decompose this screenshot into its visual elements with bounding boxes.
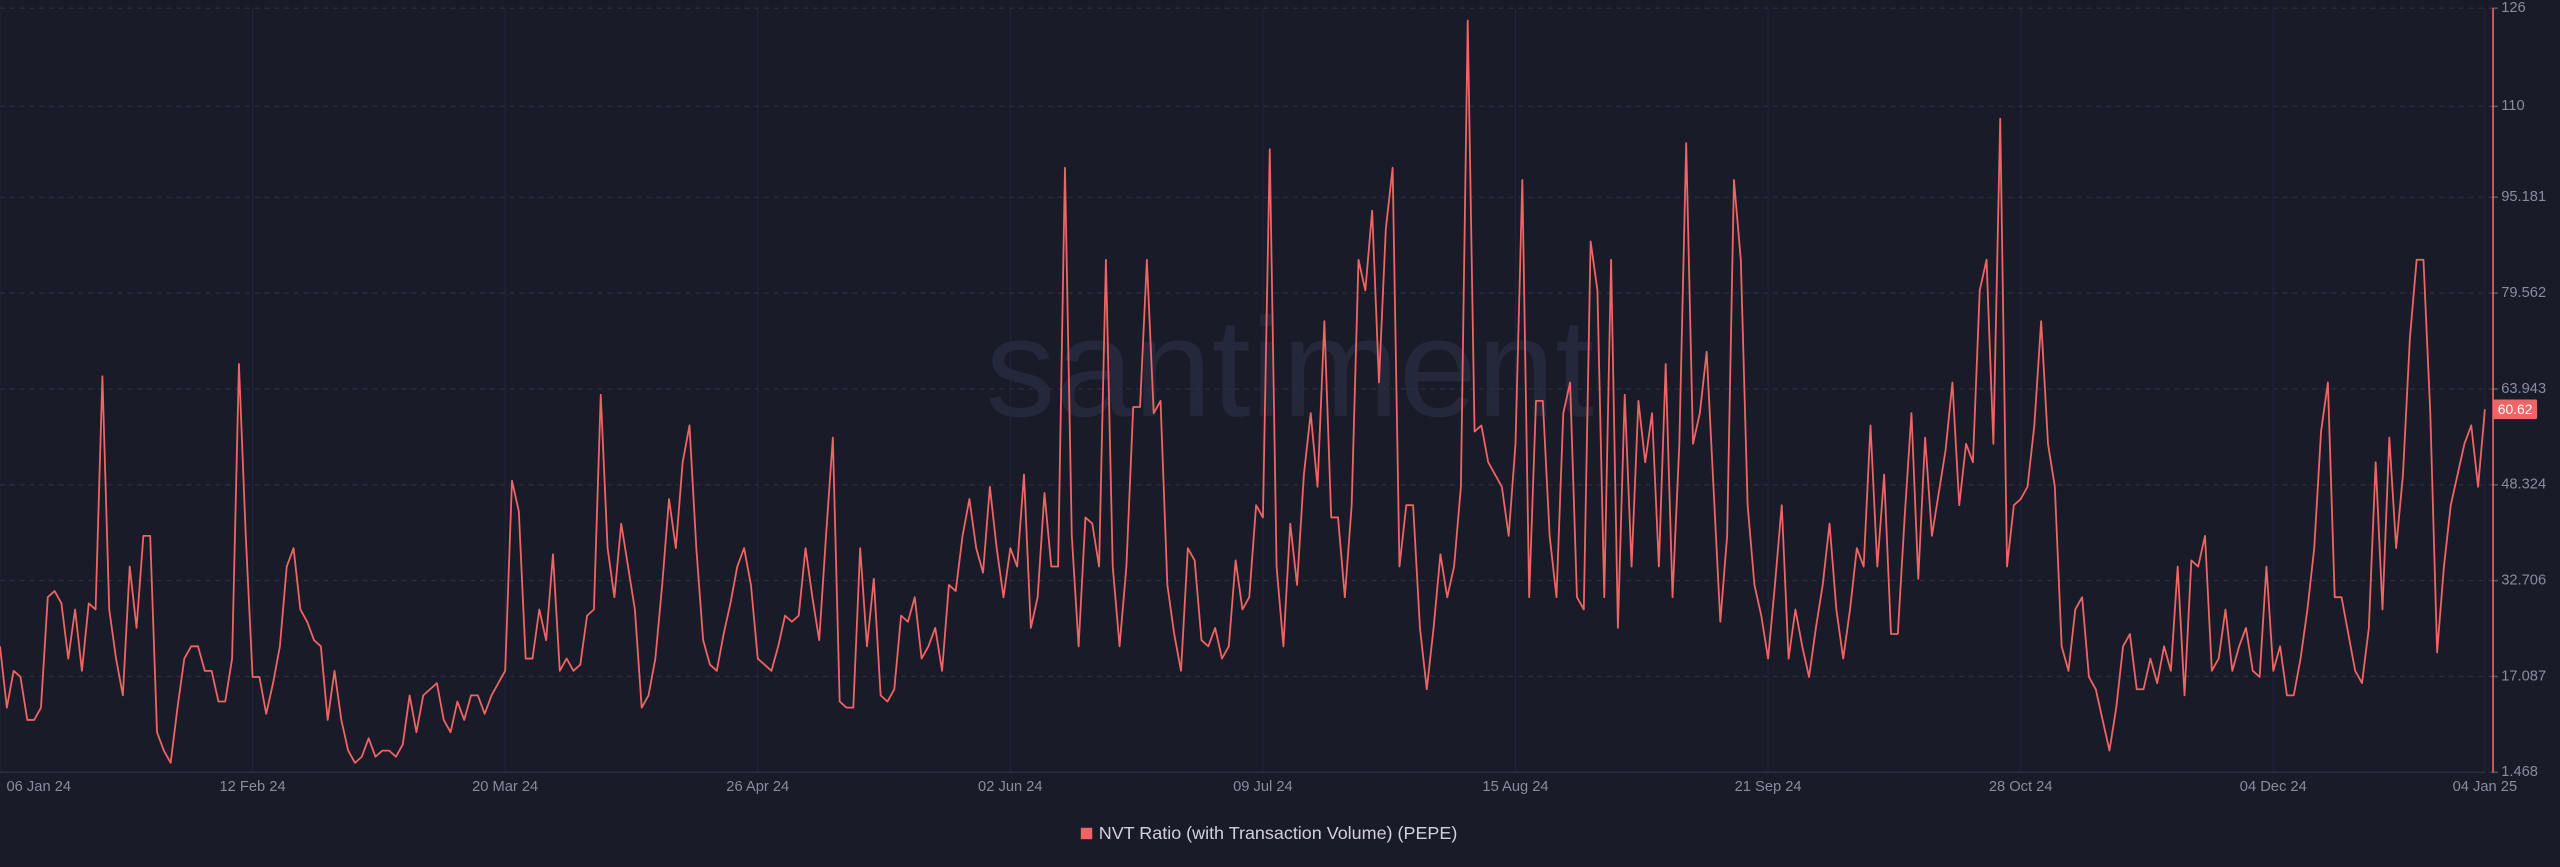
y-tick-label: 126 [2501,0,2526,16]
x-tick-label: 26 Apr 24 [726,779,789,795]
y-tick-label: 17.087 [2501,668,2546,684]
x-tick-label: 06 Jan 24 [7,779,72,795]
x-tick-label: 21 Sep 24 [1735,779,1802,795]
legend-swatch [1080,827,1093,840]
x-tick-label: 20 Mar 24 [472,779,538,795]
y-tick-label: 48.324 [2501,477,2546,493]
y-tick-label: 110 [2501,98,2524,114]
y-tick-label: 1.468 [2501,764,2538,780]
x-tick-label: 04 Jan 25 [2453,779,2518,795]
x-tick-label: 02 Jun 24 [978,779,1043,795]
legend: NVT Ratio (with Transaction Volume) (PEP… [1080,823,1458,843]
watermark: santiment [985,289,1594,446]
last-value-label: 60.62 [2498,401,2533,417]
x-tick-label: 04 Dec 24 [2240,779,2307,795]
x-tick-label: 09 Jul 24 [1233,779,1293,795]
x-tick-label: 15 Aug 24 [1482,779,1548,795]
x-tick-label: 12 Feb 24 [220,779,286,795]
y-tick-label: 32.706 [2501,572,2546,588]
data-line [0,19,2486,764]
y-tick-label: 63.943 [2501,381,2546,397]
y-tick-label: 79.562 [2501,285,2546,301]
y-tick-label: 95.181 [2501,189,2546,205]
legend-label: NVT Ratio (with Transaction Volume) (PEP… [1099,823,1458,843]
last-value-tag [2493,399,2538,420]
x-tick-label: 28 Oct 24 [1989,779,2053,795]
